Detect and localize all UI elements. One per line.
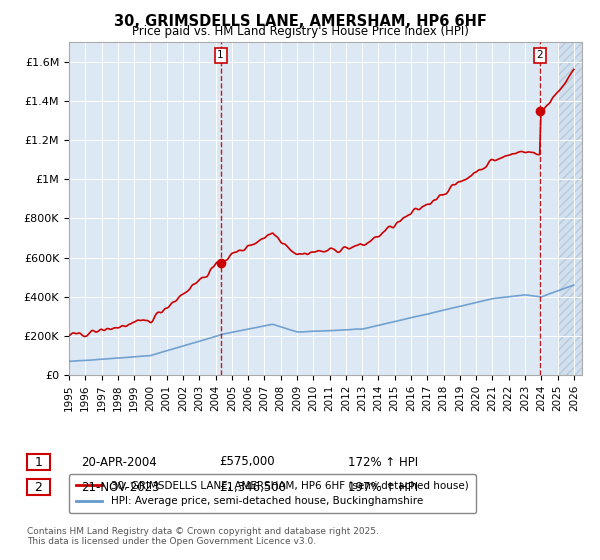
- Legend: 30, GRIMSDELLS LANE, AMERSHAM, HP6 6HF (semi-detached house), HPI: Average price: 30, GRIMSDELLS LANE, AMERSHAM, HP6 6HF (…: [69, 474, 476, 514]
- Text: 30, GRIMSDELLS LANE, AMERSHAM, HP6 6HF: 30, GRIMSDELLS LANE, AMERSHAM, HP6 6HF: [113, 14, 487, 29]
- Text: 21-NOV-2023: 21-NOV-2023: [81, 480, 160, 494]
- Text: 197% ↑ HPI: 197% ↑ HPI: [348, 480, 418, 494]
- Text: 172% ↑ HPI: 172% ↑ HPI: [348, 455, 418, 469]
- Bar: [557, 42, 582, 375]
- Text: 2: 2: [536, 50, 543, 60]
- Text: Price paid vs. HM Land Registry's House Price Index (HPI): Price paid vs. HM Land Registry's House …: [131, 25, 469, 38]
- Text: 2: 2: [34, 480, 43, 494]
- Text: 20-APR-2004: 20-APR-2004: [81, 455, 157, 469]
- Bar: [557, 42, 582, 375]
- Text: 1: 1: [217, 50, 224, 60]
- Text: Contains HM Land Registry data © Crown copyright and database right 2025.
This d: Contains HM Land Registry data © Crown c…: [27, 526, 379, 546]
- Text: £1,346,500: £1,346,500: [219, 480, 286, 494]
- Text: 1: 1: [34, 455, 43, 469]
- Text: £575,000: £575,000: [219, 455, 275, 469]
